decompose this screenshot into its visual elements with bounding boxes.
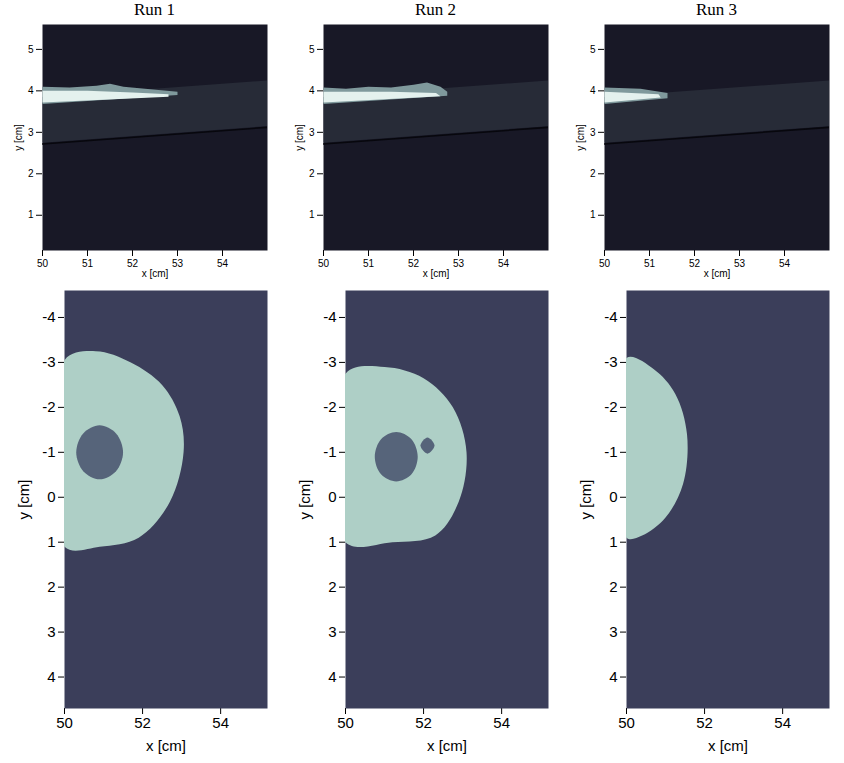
- svg-text:5: 5: [590, 44, 596, 55]
- svg-text:2: 2: [609, 578, 617, 595]
- svg-text:51: 51: [82, 258, 94, 269]
- svg-text:4: 4: [609, 668, 617, 685]
- svg-text:3: 3: [47, 623, 55, 640]
- svg-text:50: 50: [56, 714, 73, 731]
- svg-text:2: 2: [47, 578, 55, 595]
- svg-text:0: 0: [47, 488, 55, 505]
- svg-text:x [cm]: x [cm]: [142, 268, 169, 279]
- svg-text:y [cm]: y [cm]: [577, 480, 594, 520]
- svg-text:54: 54: [774, 714, 791, 731]
- svg-text:51: 51: [644, 258, 656, 269]
- svg-text:50: 50: [618, 714, 635, 731]
- html-text:Run 2: Run 2: [415, 0, 456, 19]
- svg-text:2: 2: [309, 168, 315, 179]
- svg-text:0: 0: [328, 488, 336, 505]
- svg-text:-3: -3: [42, 353, 55, 370]
- svg-text:3: 3: [590, 127, 596, 138]
- svg-text:50: 50: [337, 714, 354, 731]
- svg-text:3: 3: [609, 623, 617, 640]
- svg-text:4: 4: [309, 85, 315, 96]
- svg-text:x [cm]: x [cm]: [427, 737, 467, 754]
- svg-text:y [cm]: y [cm]: [294, 124, 305, 151]
- svg-text:4: 4: [28, 85, 34, 96]
- svg-text:52: 52: [408, 258, 420, 269]
- svg-text:y [cm]: y [cm]: [13, 124, 24, 151]
- svg-text:1: 1: [590, 209, 596, 220]
- svg-text:x [cm]: x [cm]: [704, 268, 731, 279]
- svg-text:-1: -1: [42, 443, 55, 460]
- svg-text:5: 5: [28, 44, 34, 55]
- svg-text:y [cm]: y [cm]: [575, 124, 586, 151]
- svg-text:54: 54: [498, 258, 510, 269]
- svg-text:54: 54: [779, 258, 791, 269]
- svg-text:52: 52: [689, 258, 701, 269]
- svg-text:y [cm]: y [cm]: [296, 480, 313, 520]
- svg-text:-4: -4: [323, 308, 336, 325]
- html-text:Run 1: Run 1: [134, 0, 175, 19]
- svg-text:3: 3: [328, 623, 336, 640]
- svg-text:50: 50: [37, 258, 49, 269]
- svg-text:3: 3: [28, 127, 34, 138]
- svg-text:-2: -2: [604, 398, 617, 415]
- svg-text:-1: -1: [323, 443, 336, 460]
- svg-text:1: 1: [28, 209, 34, 220]
- svg-text:54: 54: [212, 714, 229, 731]
- svg-text:54: 54: [217, 258, 229, 269]
- svg-text:52: 52: [696, 714, 713, 731]
- svg-text:54: 54: [493, 714, 510, 731]
- svg-text:2: 2: [328, 578, 336, 595]
- svg-text:-4: -4: [42, 308, 55, 325]
- svg-text:2: 2: [28, 168, 34, 179]
- svg-text:52: 52: [134, 714, 151, 731]
- svg-text:2: 2: [590, 168, 596, 179]
- svg-text:4: 4: [328, 668, 336, 685]
- svg-text:-2: -2: [42, 398, 55, 415]
- svg-text:53: 53: [734, 258, 746, 269]
- svg-text:-1: -1: [604, 443, 617, 460]
- svg-text:53: 53: [453, 258, 465, 269]
- svg-text:-4: -4: [604, 308, 617, 325]
- svg-text:52: 52: [415, 714, 432, 731]
- svg-text:x [cm]: x [cm]: [423, 268, 450, 279]
- svg-text:-3: -3: [604, 353, 617, 370]
- svg-text:-3: -3: [323, 353, 336, 370]
- html-text:Run 3: Run 3: [696, 0, 737, 19]
- svg-text:52: 52: [127, 258, 139, 269]
- svg-text:y [cm]: y [cm]: [15, 480, 32, 520]
- svg-text:50: 50: [318, 258, 330, 269]
- svg-text:50: 50: [599, 258, 611, 269]
- svg-text:4: 4: [590, 85, 596, 96]
- svg-text:3: 3: [309, 127, 315, 138]
- svg-text:x [cm]: x [cm]: [708, 737, 748, 754]
- svg-text:0: 0: [609, 488, 617, 505]
- svg-text:53: 53: [172, 258, 184, 269]
- svg-text:1: 1: [309, 209, 315, 220]
- svg-text:1: 1: [328, 533, 336, 550]
- svg-text:-2: -2: [323, 398, 336, 415]
- svg-text:x [cm]: x [cm]: [146, 737, 186, 754]
- svg-text:5: 5: [309, 44, 315, 55]
- svg-text:1: 1: [47, 533, 55, 550]
- svg-text:1: 1: [609, 533, 617, 550]
- svg-text:51: 51: [363, 258, 375, 269]
- svg-text:4: 4: [47, 668, 55, 685]
